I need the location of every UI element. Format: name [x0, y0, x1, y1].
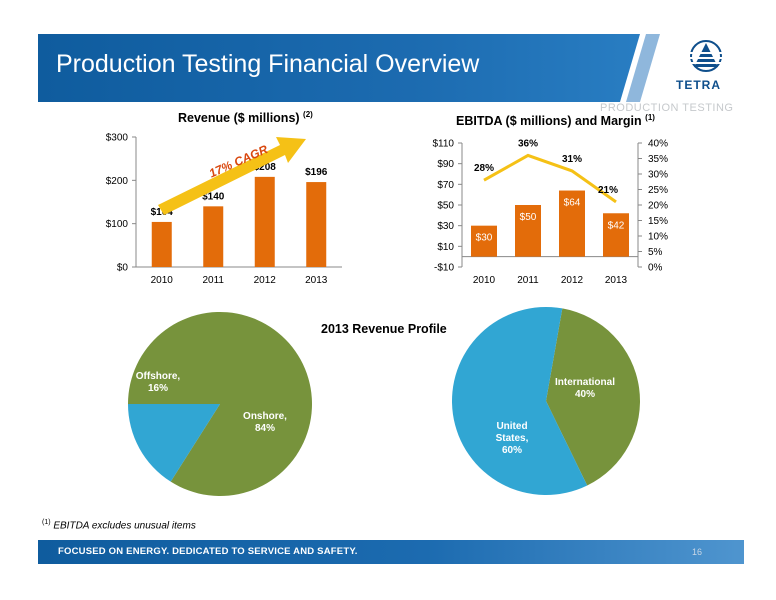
margin-line: [483, 153, 617, 204]
ebitda-y-tick-label: $90: [437, 159, 454, 170]
ebitda-x-tick-label: 2010: [473, 275, 496, 286]
margin-y-tick-label: 20%: [648, 201, 668, 212]
revenue-profile-title: 2013 Revenue Profile: [321, 322, 447, 336]
revenue-type-pie-slice-label: Onshore,: [243, 411, 287, 422]
revenue-data-label: $196: [305, 167, 328, 178]
revenue-type-pie-slice-label: Offshore,: [136, 371, 181, 382]
tetra-logo-icon: [690, 40, 722, 72]
header-band: [38, 34, 660, 102]
revenue-bar: [306, 182, 327, 267]
revenue-chart-title-text: Revenue ($ millions): [178, 111, 300, 126]
ebitda-bar-line-chart: -$10 $10 $30 $50 $70 $90 $110 0% 5% 10% 15% 20% 25% 3…: [432, 138, 668, 286]
ebitda-y-tick-label: $50: [437, 201, 454, 212]
footnote: (1) EBITDA excludes unusual items: [42, 519, 196, 531]
revenue-type-pie-slice-value: 16%: [148, 383, 168, 394]
ebitda-data-label: $30: [476, 233, 493, 244]
revenue-data-label: $208: [254, 162, 277, 173]
margin-y-tick-label: 10%: [648, 232, 668, 243]
ebitda-y-tick-label: $110: [432, 139, 454, 150]
ebitda-y-tick-label: $10: [437, 242, 454, 253]
geography-pie-slice-value: 60%: [502, 445, 522, 456]
revenue-bar-chart: $0 $100 $200 $300 $104 2010 $140 2011 $208 2012 $1…: [106, 133, 342, 286]
ebitda-x-tick-label: 2013: [605, 275, 628, 286]
margin-y-tick-label: 0%: [648, 263, 663, 274]
ebitda-data-label: $50: [520, 212, 537, 223]
revenue-data-label: $104: [151, 207, 174, 218]
revenue-x-tick-label: 2012: [254, 275, 277, 286]
ebitda-bar: [471, 225, 497, 257]
footnote-marker: (1): [42, 519, 51, 526]
cagr-arrow-shape: [158, 137, 306, 215]
margin-y-tick-label: 35%: [648, 154, 668, 165]
footer-band: [38, 540, 744, 564]
footnote-text: EBITDA excludes unusual items: [53, 520, 196, 532]
revenue-bar: [203, 206, 224, 267]
ebitda-x-tick-label: 2011: [517, 275, 539, 286]
cagr-arrow: [158, 137, 306, 215]
page-number: 16: [692, 547, 703, 557]
revenue-type-pie-slice: [128, 312, 312, 497]
revenue-x-tick-label: 2011: [202, 275, 224, 286]
ebitda-chart-title: EBITDA ($ millions) and Margin (1): [456, 113, 655, 128]
geography-pie-slice: [546, 308, 640, 486]
revenue-chart-title-note: (2): [303, 110, 313, 119]
ebitda-data-label: $42: [608, 220, 625, 231]
ebitda-data-label: $64: [564, 198, 581, 209]
revenue-chart-title: Revenue ($ millions) (2): [178, 110, 313, 125]
margin-data-label: 28%: [474, 163, 494, 174]
geography-pie-slice-label: States,: [496, 433, 529, 444]
revenue-type-pie-slice: [128, 404, 220, 482]
geography-pie-slice-value: 40%: [575, 389, 595, 400]
footer-tagline: FOCUSED ON ENERGY. DEDICATED TO SERVICE …: [58, 546, 358, 557]
revenue-y-tick-label: $300: [106, 133, 129, 144]
revenue-y-tick-label: $100: [106, 219, 129, 230]
ebitda-bar: [559, 190, 585, 257]
ebitda-x-tick-label: 2012: [561, 275, 584, 286]
margin-y-tick-label: 15%: [648, 216, 668, 227]
margin-y-tick-label: 40%: [648, 139, 668, 150]
ebitda-y-tick-label: $30: [437, 221, 454, 232]
geography-pie-slice: [452, 307, 588, 495]
revenue-bar: [254, 176, 275, 267]
margin-y-tick-label: 30%: [648, 170, 668, 181]
revenue-y-tick-label: $200: [106, 176, 129, 187]
header-slash-decoration: [620, 34, 680, 102]
margin-data-label: 31%: [562, 154, 582, 165]
revenue-x-tick-label: 2013: [305, 275, 328, 286]
geography-pie-slice-label: International: [555, 377, 615, 388]
revenue-data-label: $140: [202, 191, 225, 202]
geography-pie-slice-label: United: [496, 421, 527, 432]
revenue-y-tick-label: $0: [117, 263, 129, 274]
page-title: Production Testing Financial Overview: [56, 50, 480, 78]
ebitda-chart-title-note: (1): [645, 113, 655, 122]
revenue-bar: [151, 221, 172, 267]
ebitda-bar: [603, 213, 629, 257]
revenue-x-tick-label: 2010: [151, 275, 174, 286]
logo-wordmark: TETRA: [676, 78, 721, 92]
margin-data-label: 36%: [518, 138, 538, 149]
revenue-type-pie-slice-value: 84%: [255, 423, 275, 434]
ebitda-y-tick-label: $70: [437, 180, 454, 191]
section-label: PRODUCTION TESTING: [600, 102, 734, 114]
onshore-offshore-pie-chart: Onshore,84% Offshore,16%: [128, 312, 312, 497]
margin-y-tick-label: 25%: [648, 185, 668, 196]
ebitda-y-tick-label: -$10: [434, 263, 454, 274]
margin-data-label: 21%: [598, 185, 618, 196]
margin-y-tick-label: 5%: [648, 247, 663, 258]
ebitda-chart-title-text: EBITDA ($ millions) and Margin: [456, 114, 642, 129]
ebitda-bar: [515, 205, 541, 257]
